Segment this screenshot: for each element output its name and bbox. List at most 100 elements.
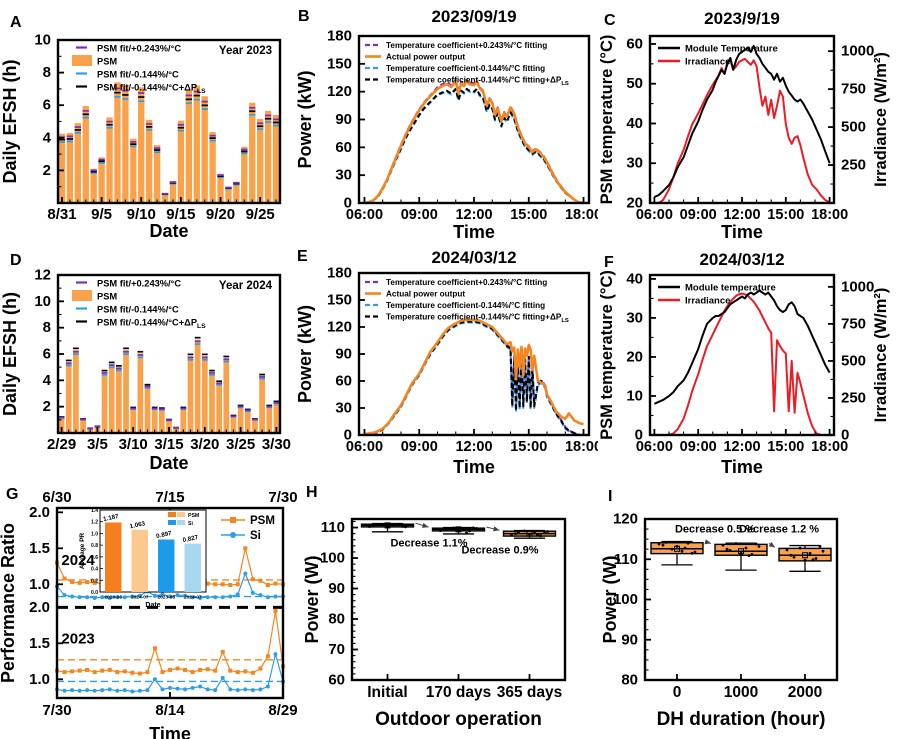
- tick-label: 3/30: [262, 436, 291, 453]
- bar: [138, 87, 145, 203]
- marker-circle: [168, 594, 172, 599]
- bar: [106, 117, 113, 203]
- marker-square: [190, 670, 195, 675]
- tick-label: 9/25: [246, 206, 275, 223]
- y-axis-label: Daily EFSH (h): [0, 292, 20, 416]
- legend-label: Module Temperature: [685, 44, 778, 55]
- inset-legend-label: Si: [188, 521, 193, 527]
- x-axis-label: DH duration (hour): [657, 709, 826, 730]
- tick-label: 9/5: [91, 206, 112, 223]
- marker-circle: [70, 688, 75, 693]
- x-axis-label: Time: [453, 457, 495, 477]
- bar: [169, 180, 177, 203]
- data-point: [523, 529, 526, 533]
- tick-label: 12: [34, 267, 51, 284]
- marker-circle: [77, 688, 82, 693]
- marker-square: [220, 582, 225, 587]
- data-point: [744, 546, 748, 550]
- data-point: [670, 547, 674, 551]
- marker-square: [62, 670, 67, 675]
- inset-y-tick: 0.2: [91, 578, 98, 584]
- y-axis-label: Power (W): [600, 555, 620, 643]
- legend-label: Module temperature: [685, 283, 776, 294]
- tick-label: 1000: [841, 43, 874, 60]
- marker-circle: [168, 685, 172, 690]
- plot-frame: [357, 271, 591, 437]
- marker-circle: [175, 593, 180, 598]
- tick-label: 6: [43, 97, 51, 114]
- marker-square: [213, 582, 218, 587]
- legend-label: Temperature coefficient-0.144%/°C fittin…: [386, 76, 569, 88]
- marker-circle: [235, 592, 240, 597]
- y-axis-label-right: Irradiance (W/m²): [872, 288, 890, 423]
- group-label: 1000: [724, 684, 758, 701]
- tick-label: 12:00: [455, 439, 492, 455]
- marker-circle: [258, 687, 263, 692]
- tick-label: 3/20: [190, 436, 219, 453]
- tick-label: 750: [841, 81, 866, 98]
- inset-bar-value: 0.897: [156, 530, 173, 540]
- bar: [98, 157, 105, 203]
- marker-circle: [265, 595, 270, 600]
- data-point: [792, 555, 796, 559]
- marker-square: [137, 671, 142, 676]
- tick-label: 09:00: [680, 207, 717, 223]
- legend-label: Temperature coefficient+0.243%/°C fittin…: [386, 41, 547, 50]
- tick-label: 3/5: [87, 436, 108, 453]
- marker-square: [205, 581, 210, 586]
- legend-label: Temperature coefficient+0.243%/°C fittin…: [386, 278, 547, 287]
- tick-label: 120: [327, 319, 352, 336]
- marker-circle: [220, 675, 225, 680]
- marker-circle: [122, 688, 127, 693]
- data-point: [533, 531, 536, 535]
- bar: [241, 146, 248, 203]
- data-point: [785, 548, 789, 552]
- tick-label: 500: [841, 119, 866, 136]
- data-point: [375, 523, 378, 527]
- tick-label: 2.0: [29, 504, 50, 521]
- year-2024-label: 2024: [61, 552, 95, 569]
- data-point: [657, 542, 661, 546]
- bar: [272, 114, 280, 203]
- data-point: [750, 553, 754, 556]
- marker-circle: [160, 687, 165, 692]
- tick-label: 2: [43, 162, 51, 179]
- annotation: Decrease 1.2 %: [739, 524, 819, 536]
- inset-y-tick: 0.8: [91, 543, 98, 549]
- inset-y-tick: 1.2: [91, 520, 98, 526]
- tick-label: 1.5: [29, 540, 50, 557]
- legend-swatch: [72, 55, 92, 66]
- bar: [158, 408, 165, 433]
- data-point: [439, 529, 442, 532]
- data-point: [372, 524, 375, 528]
- marker-circle: [228, 687, 233, 692]
- marker-square: [175, 666, 180, 671]
- series-line: [364, 87, 584, 204]
- tick-label: 20: [626, 348, 643, 365]
- data-point: [680, 549, 684, 553]
- data-point: [757, 544, 761, 548]
- data-point: [803, 558, 807, 562]
- tick-label: 06:00: [346, 439, 383, 455]
- data-point: [661, 543, 665, 547]
- inset-bar-value: 1.187: [103, 513, 120, 523]
- top-tick-label: 7/30: [268, 489, 297, 506]
- panel-a-chart: 2 4 6 8 10 8/31 9/5 9/10 9/15 9/20 9/25 Date Daily E…: [0, 32, 282, 241]
- data-point: [543, 531, 546, 534]
- data-point: [721, 543, 725, 547]
- marker-square: [183, 667, 188, 672]
- marker-square: [130, 670, 135, 675]
- marker-circle: [213, 688, 218, 693]
- tick-label: 3/25: [226, 436, 255, 453]
- marker-circle: [213, 595, 218, 600]
- x-axis-label: Time: [721, 222, 763, 242]
- marker-circle: [77, 595, 82, 600]
- plot-frame: [357, 34, 591, 205]
- data-point: [446, 527, 449, 531]
- marker-circle: [198, 595, 203, 600]
- legend-label: Temperature coefficient-0.144%/°C fittin…: [386, 64, 545, 73]
- bar: [151, 407, 158, 433]
- mean-marker: [384, 522, 391, 529]
- x-axis-label: Date: [149, 453, 188, 473]
